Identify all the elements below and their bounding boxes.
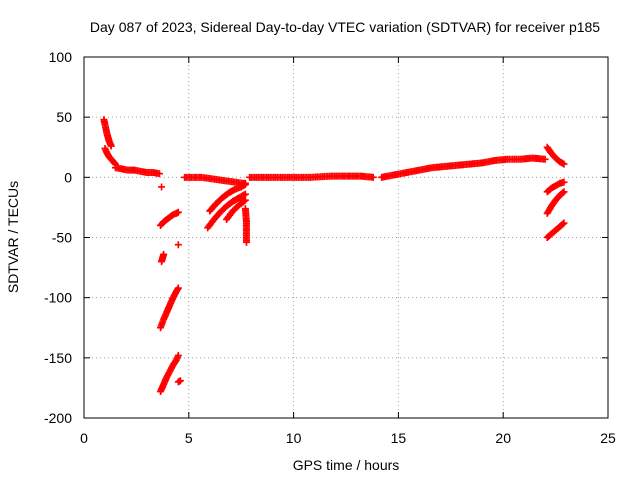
plot-frame xyxy=(83,56,609,419)
data-point xyxy=(158,183,166,191)
data-point xyxy=(559,159,567,167)
data-point xyxy=(541,155,549,163)
data-point xyxy=(559,220,567,228)
x-tick-label: 25 xyxy=(600,430,616,446)
data-point xyxy=(174,241,182,249)
y-tick-label: 100 xyxy=(49,49,73,65)
y-tick-label: 0 xyxy=(64,169,72,185)
data-point xyxy=(240,181,248,189)
x-tick-label: 15 xyxy=(391,430,407,446)
data-point xyxy=(160,250,168,258)
data-point xyxy=(110,159,118,167)
data-point xyxy=(242,238,250,246)
data-point xyxy=(560,188,568,196)
x-tick-label: 10 xyxy=(286,430,302,446)
data-point xyxy=(560,178,568,186)
x-tick-label: 0 xyxy=(80,430,88,446)
data-point xyxy=(240,197,248,205)
y-axis-label: SDTVAR / TECUs xyxy=(5,181,21,293)
x-tick-label: 20 xyxy=(495,430,511,446)
data-point xyxy=(174,208,182,216)
data-point xyxy=(107,142,115,150)
y-tick-label: -200 xyxy=(44,410,72,426)
data-points xyxy=(100,116,568,396)
data-point xyxy=(560,219,568,227)
data-point xyxy=(241,196,249,204)
data-point xyxy=(559,189,567,197)
data-point xyxy=(241,181,249,189)
data-point xyxy=(155,170,163,178)
data-point xyxy=(174,351,182,359)
axis-ticks: 0 5 10 15 20 25 -200 -150 -100 -50 0 50 100 xyxy=(44,49,616,446)
y-tick-label: 50 xyxy=(56,109,72,125)
y-tick-label: -150 xyxy=(44,350,72,366)
chart-title: Day 087 of 2023, Sidereal Day-to-day VTE… xyxy=(90,19,600,35)
x-axis-label: GPS time / hours xyxy=(293,457,400,473)
y-tick-label: -100 xyxy=(44,290,72,306)
grid-lines xyxy=(84,57,608,418)
data-point xyxy=(560,160,568,168)
x-tick-label: 5 xyxy=(185,430,193,446)
y-tick-label: -50 xyxy=(52,230,72,246)
data-point xyxy=(369,173,377,181)
data-point xyxy=(241,190,249,198)
data-point xyxy=(176,377,184,385)
data-point xyxy=(174,284,182,292)
